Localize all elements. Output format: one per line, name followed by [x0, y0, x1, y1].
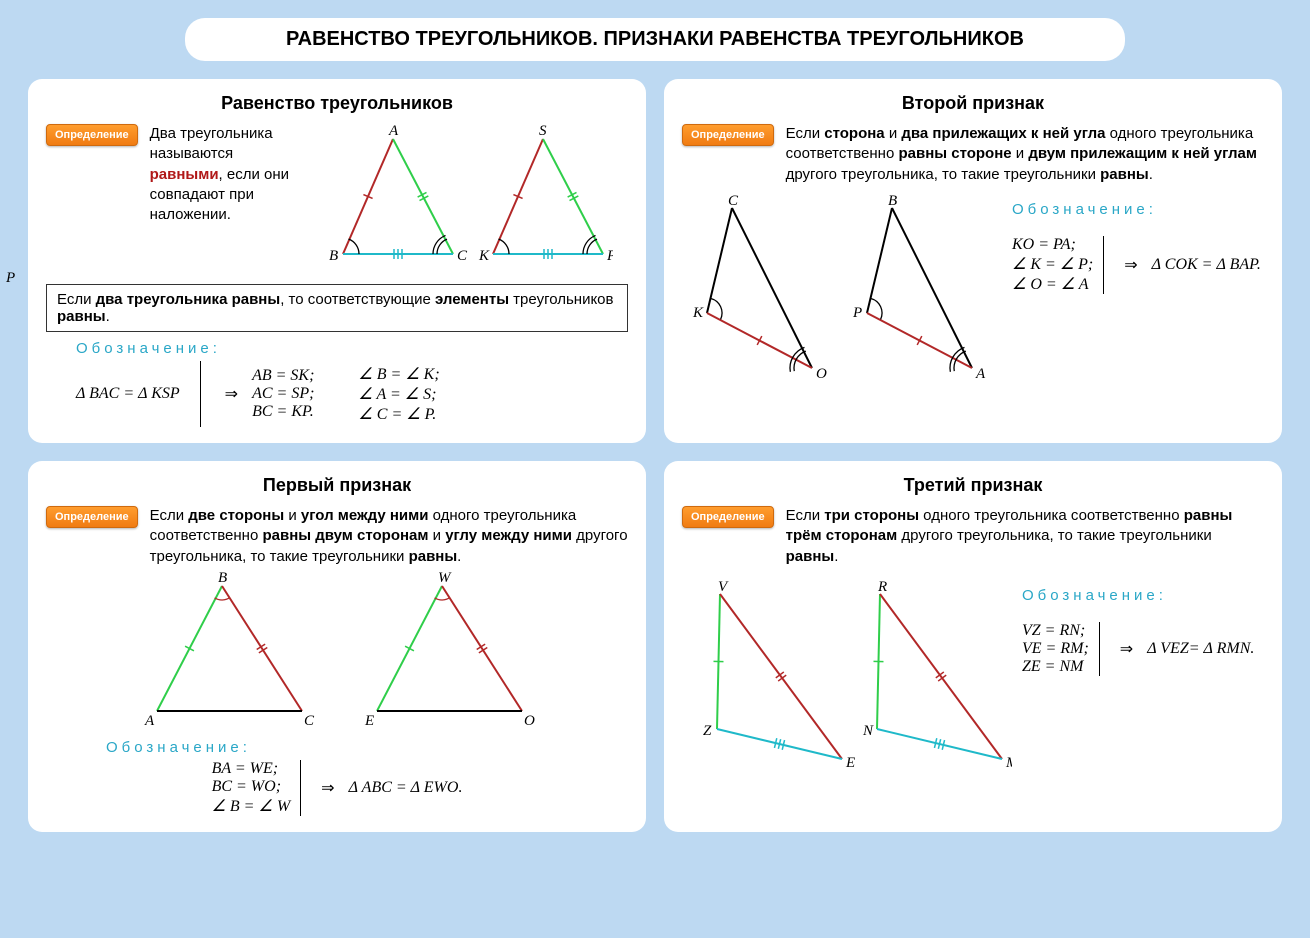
eq-angle-2: ∠ C = ∠ P. [358, 404, 439, 424]
notation-label: Обозначение: [1012, 201, 1261, 218]
svg-text:M: M [1005, 755, 1012, 771]
svg-text:Z: Z [703, 723, 712, 739]
svg-text:B: B [218, 571, 227, 586]
svg-text:K: K [478, 248, 490, 264]
c2-cond-1: ∠ K = ∠ P; [1012, 254, 1093, 274]
svg-text:N: N [862, 723, 874, 739]
panels-grid: Равенство треугольников Определение Два … [28, 79, 1282, 832]
panel-criterion2: Второй признак Определение Если сторона … [664, 79, 1282, 443]
svg-text:O: O [816, 366, 827, 382]
svg-text:A: A [975, 366, 986, 382]
eq-side-1: AC = SP; [252, 385, 314, 403]
c1-conds: BA = WE; BC = WO; ∠ B = ∠ W [212, 760, 302, 816]
eq-notation-left: Δ BAC = Δ KSP [76, 385, 180, 403]
panel-criterion3: Третий признак Определение Если три стор… [664, 461, 1282, 832]
svg-text:A: A [144, 713, 155, 729]
panel-c3-title: Третий признак [682, 475, 1264, 496]
svg-text:R: R [877, 579, 887, 595]
eq-sides-list: AB = SK; AC = SP; BC = KP. [252, 367, 314, 421]
definition-badge: Определение [46, 124, 138, 146]
equality-definition: Два треугольника называются равными, есл… [150, 124, 305, 225]
panel-equality-title: Равенство треугольников [46, 93, 628, 114]
implies-arrow: ⇒ [225, 384, 238, 404]
panel-criterion1: Первый признак Определение Если две стор… [28, 461, 646, 832]
eq-def-p0: Два треугольника называются [150, 125, 273, 162]
equality-corollary-box: Если два треугольника равны, то соответс… [46, 284, 628, 332]
implies-arrow: ⇒ [1124, 255, 1137, 275]
c2-cond-0: KO = PA; [1012, 236, 1093, 254]
equality-triangles: A B C S K P [313, 124, 613, 274]
c2-definition: Если сторона и два прилежащих к ней угла… [786, 124, 1264, 185]
implies-arrow: ⇒ [1120, 639, 1133, 659]
c1-triangles: B A C W E O [107, 571, 567, 731]
notation-label: Обозначение: [1022, 587, 1254, 604]
definition-badge: Определение [682, 506, 774, 528]
panel-c1-title: Первый признак [46, 475, 628, 496]
svg-text:C: C [457, 248, 468, 264]
svg-text:C: C [728, 193, 739, 209]
definition-badge: Определение [682, 124, 774, 146]
panel-equality: Равенство треугольников Определение Два … [28, 79, 646, 443]
svg-text:E: E [845, 755, 855, 771]
eq-side-2: BC = KP. [252, 403, 314, 421]
c3-conds: VZ = RN; VE = RM; ZE = NM [1022, 622, 1100, 676]
svg-text:E: E [364, 713, 374, 729]
eq-def-hl: равными [150, 166, 219, 183]
c2-conds: KO = PA; ∠ K = ∠ P; ∠ O = ∠ A [1012, 236, 1104, 294]
notation-label: Обозначение: [106, 739, 628, 756]
c3-cond-0: VZ = RN; [1022, 622, 1089, 640]
eq-side-0: AB = SK; [252, 367, 314, 385]
c1-cond-1: BC = WO; [212, 778, 291, 796]
c3-cond-1: VE = RM; [1022, 640, 1089, 658]
eq-angle-0: ∠ B = ∠ K; [358, 364, 439, 384]
svg-text:P: P [852, 305, 862, 321]
page: РАВЕНСТВО ТРЕУГОЛЬНИКОВ. ПРИЗНАКИ РАВЕНС… [0, 0, 1310, 850]
c3-definition: Если три стороны одного треугольника соо… [786, 506, 1264, 567]
definition-badge: Определение [46, 506, 138, 528]
svg-text:W: W [438, 571, 452, 586]
svg-text:P: P [606, 248, 613, 264]
stray-label: P [6, 270, 15, 287]
c3-conclusion: Δ VEZ= Δ RMN. [1147, 640, 1254, 658]
implies-arrow: ⇒ [321, 778, 334, 798]
eq-angle-1: ∠ A = ∠ S; [358, 384, 439, 404]
svg-text:V: V [718, 579, 729, 595]
svg-text:C: C [304, 713, 315, 729]
svg-text:O: O [524, 713, 535, 729]
svg-text:B: B [888, 193, 897, 209]
svg-text:A: A [388, 124, 399, 139]
page-title: РАВЕНСТВО ТРЕУГОЛЬНИКОВ. ПРИЗНАКИ РАВЕНС… [185, 18, 1125, 61]
eq-angles-list: ∠ B = ∠ K; ∠ A = ∠ S; ∠ C = ∠ P. [358, 364, 439, 424]
c1-definition: Если две стороны и угол между ними одног… [150, 506, 628, 567]
c2-cond-2: ∠ O = ∠ A [1012, 274, 1093, 294]
panel-c2-title: Второй признак [682, 93, 1264, 114]
c2-triangles: C K O B P A [682, 193, 1002, 393]
c2-conclusion: Δ COK = Δ BAP. [1152, 256, 1261, 274]
svg-text:K: K [692, 305, 704, 321]
c1-cond-2: ∠ B = ∠ W [212, 796, 291, 816]
notation-label: Обозначение: [76, 340, 628, 357]
c3-triangles: V Z E R N M [682, 579, 1012, 779]
c1-cond-0: BA = WE; [212, 760, 291, 778]
svg-text:B: B [329, 248, 338, 264]
c3-cond-2: ZE = NM [1022, 658, 1089, 676]
c1-conclusion: Δ ABC = Δ EWO. [349, 779, 463, 797]
svg-text:S: S [539, 124, 547, 139]
